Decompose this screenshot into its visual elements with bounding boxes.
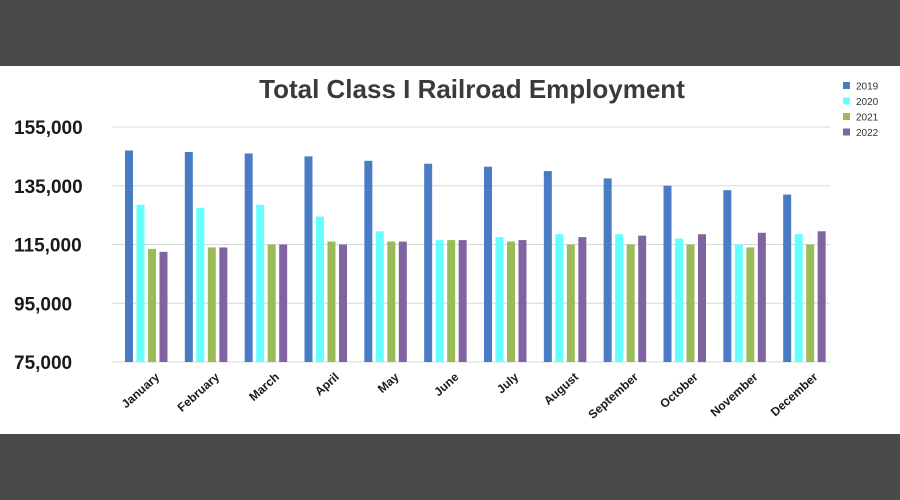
- x-tick-label: August: [541, 370, 581, 408]
- bar-2022-april: [339, 244, 347, 362]
- bar-2019-june: [424, 163, 433, 362]
- chart: Total Class I Railroad Employment 155,00…: [14, 74, 879, 422]
- bar-2020-june: [435, 240, 444, 362]
- legend-label: 2022: [856, 128, 879, 139]
- bar-2019-february: [184, 151, 193, 362]
- y-tick-label: 75,000: [14, 353, 72, 374]
- bar-2021-december: [806, 244, 815, 362]
- bar-2019-may: [364, 160, 373, 362]
- x-axis: January February March April May June July Augu…: [119, 370, 821, 422]
- x-tick-label: March: [246, 370, 282, 404]
- bar-2020-december: [794, 234, 803, 362]
- y-tick-label: 155,000: [14, 118, 83, 139]
- bar-2020-july: [495, 237, 504, 362]
- bar-2022-september: [638, 235, 647, 362]
- bar-2022-june: [458, 240, 467, 362]
- y-tick-label: 115,000: [14, 236, 82, 257]
- legend-swatch-2020: [843, 97, 850, 105]
- bars: [125, 150, 826, 362]
- bar-2021-september: [626, 244, 635, 362]
- bar-2021-june: [447, 240, 456, 362]
- x-tick-label: November: [708, 370, 761, 420]
- bar-2022-july: [518, 240, 527, 362]
- bar-2020-april: [316, 216, 324, 362]
- bar-2019-september: [603, 178, 612, 362]
- x-tick-label: February: [175, 370, 223, 415]
- bar-2020-march: [256, 204, 265, 362]
- bar-2020-january: [136, 204, 145, 362]
- x-tick-label: December: [768, 370, 821, 419]
- chart-title: Total Class I Railroad Employment: [259, 74, 685, 104]
- x-tick-label: April: [312, 370, 342, 399]
- legend-label: 2019: [856, 82, 879, 93]
- bar-2019-april: [304, 156, 313, 362]
- bar-2022-february: [219, 247, 228, 362]
- bar-2021-july: [507, 241, 515, 362]
- legend-swatch-2019: [843, 82, 850, 89]
- bar-2022-august: [578, 237, 587, 362]
- bar-2021-november: [746, 247, 755, 362]
- legend-label: 2021: [856, 113, 879, 124]
- bar-2022-november: [757, 232, 766, 362]
- bar-2019-november: [723, 190, 732, 362]
- bar-2022-december: [817, 231, 826, 362]
- y-tick-label: 135,000: [14, 177, 83, 198]
- gridlines: [112, 126, 830, 363]
- bar-2020-november: [734, 244, 743, 362]
- bar-2020-may: [375, 231, 384, 362]
- bar-2019-january: [125, 150, 133, 362]
- bar-2022-march: [279, 244, 288, 362]
- x-tick-label: September: [585, 370, 641, 422]
- bar-2019-august: [543, 171, 552, 362]
- legend: 2019 2020 2021 2022: [843, 82, 879, 139]
- bar-2019-march: [244, 153, 253, 362]
- chart-panel: Total Class I Railroad Employment 155,00…: [0, 66, 900, 434]
- legend-swatch-2021: [843, 113, 850, 120]
- bar-2021-february: [207, 247, 216, 362]
- x-tick-label: July: [494, 370, 521, 397]
- bar-2021-october: [686, 244, 695, 362]
- y-axis: 155,000 135,000 115,000 95,000 75,000: [14, 118, 83, 374]
- x-tick-label: January: [119, 370, 163, 411]
- bar-2021-august: [566, 244, 575, 362]
- bar-2019-october: [663, 185, 672, 362]
- bar-2021-january: [148, 248, 156, 362]
- y-tick-label: 95,000: [14, 294, 72, 315]
- bar-2020-september: [615, 234, 624, 362]
- legend-label: 2020: [856, 97, 879, 108]
- legend-swatch-2022: [843, 128, 850, 136]
- bar-2021-may: [387, 241, 396, 362]
- x-tick-label: October: [657, 370, 701, 411]
- bar-2021-march: [267, 244, 276, 362]
- bar-2019-december: [783, 194, 792, 362]
- bar-2019-july: [484, 166, 492, 362]
- x-tick-label: June: [431, 370, 461, 399]
- bar-2020-august: [555, 234, 564, 362]
- bar-2020-october: [675, 238, 683, 362]
- bar-2020-february: [196, 207, 205, 362]
- bar-2022-may: [398, 241, 407, 362]
- bar-2021-april: [327, 241, 336, 362]
- bar-2022-october: [698, 234, 706, 362]
- x-tick-label: May: [375, 370, 402, 396]
- bar-2022-january: [159, 251, 168, 362]
